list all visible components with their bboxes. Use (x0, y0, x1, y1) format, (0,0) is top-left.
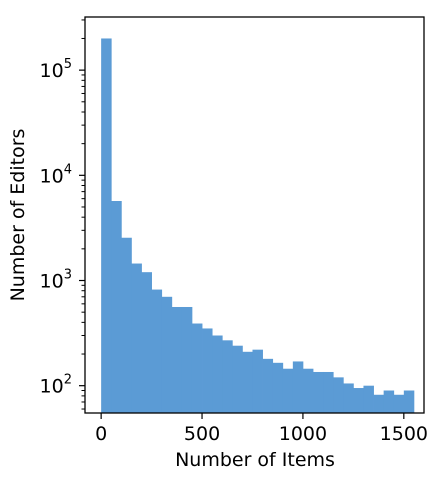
y-tick-label: 102 (40, 373, 72, 398)
y-axis-ticks: 102 103 104 105 (40, 19, 85, 410)
x-tick-label: 1000 (279, 423, 327, 445)
histogram-bar (343, 383, 354, 413)
x-tick-label: 1500 (380, 423, 428, 445)
histogram-bar (212, 335, 223, 413)
y-tick-label: 105 (40, 57, 72, 82)
histogram-bar (363, 385, 374, 413)
histogram-bar (323, 371, 334, 413)
y-tick-label: 103 (40, 268, 72, 293)
y-axis-label: Number of Editors (7, 129, 29, 302)
histogram-bar (393, 394, 405, 413)
x-tick-label: 0 (95, 423, 107, 445)
histogram-bar (111, 201, 122, 413)
histogram-bar (242, 351, 253, 413)
histogram-bar (141, 272, 152, 413)
histogram-bar (202, 328, 213, 413)
histogram-bar (171, 306, 183, 413)
histogram-bar (403, 390, 415, 413)
x-axis-label: Number of Items (175, 449, 335, 471)
histogram-bar (302, 368, 314, 413)
histogram-bar (373, 394, 385, 413)
histogram-bars (101, 38, 415, 413)
histogram-bar (101, 38, 112, 413)
histogram-bar (181, 306, 193, 413)
histogram-bar (282, 368, 294, 413)
histogram-bar (272, 362, 284, 413)
histogram-bar (353, 388, 364, 413)
histogram-bar (161, 296, 173, 413)
histogram-bar (121, 237, 132, 413)
histogram-bar (292, 361, 304, 413)
histogram-bar (131, 263, 142, 413)
plot-frame (84, 16, 425, 414)
histogram-bar (222, 340, 233, 413)
histogram-bar (252, 349, 263, 413)
y-tick-label: 104 (40, 162, 72, 187)
histogram-bar (191, 323, 203, 413)
x-axis-ticks: 0 500 1000 1500 (95, 413, 428, 445)
histogram-bar (232, 345, 243, 413)
x-tick-label: 500 (184, 423, 220, 445)
histogram-bar (151, 289, 163, 413)
histogram-bar (313, 371, 324, 413)
histogram-bar (333, 377, 344, 413)
histogram-bar (383, 390, 395, 413)
histogram-bar (262, 358, 274, 413)
